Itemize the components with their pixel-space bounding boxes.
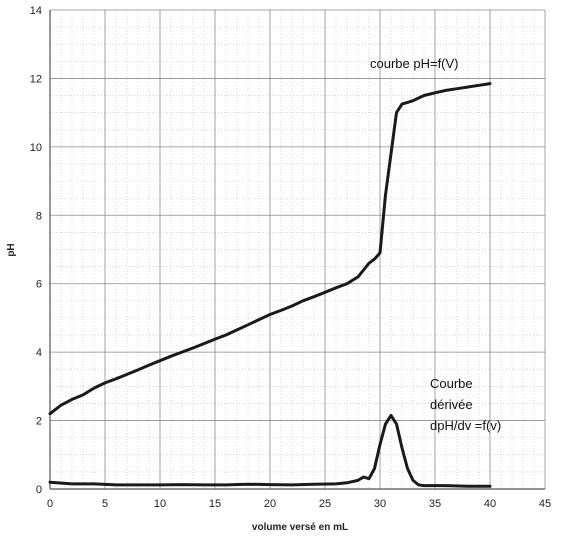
ph-curve-line [48, 82, 492, 416]
y-tick-label: 8 [36, 210, 42, 222]
y-tick-label: 6 [36, 279, 42, 291]
x-tick-label: 30 [374, 498, 386, 510]
plot-axes [49, 10, 545, 490]
derivative-curve-line [48, 413, 492, 488]
x-tick-label: 35 [429, 498, 441, 510]
x-tick-label: 40 [484, 498, 496, 510]
x-tick-label: 15 [209, 498, 221, 510]
annotation-derivative-line-1: Courbe [430, 376, 473, 391]
y-tick-label: 12 [30, 73, 42, 85]
annotation-derivative-line-2: dérivée [430, 397, 473, 412]
x-tick-label: 10 [154, 498, 166, 510]
annotation-ph-curve: courbe pH=f(V) [370, 56, 459, 71]
tick-labels: 0 5 10 15 20 25 30 35 40 45 0 2 4 6 8 10 12 14 [30, 5, 551, 510]
y-axis-label: pH [6, 243, 17, 256]
y-tick-label: 2 [36, 416, 42, 428]
x-axis-label: volume versé en mL [252, 522, 348, 533]
x-tick-label: 20 [264, 498, 276, 510]
y-tick-label: 4 [36, 347, 42, 359]
annotation-ph-curve-line: courbe pH=f(V) [370, 56, 459, 71]
y-tick-label: 10 [30, 142, 42, 154]
x-tick-label: 0 [47, 498, 53, 510]
y-tick-label: 14 [30, 5, 42, 17]
x-tick-label: 5 [102, 498, 108, 510]
annotation-derivative-line-3: dpH/dv =f(v) [430, 418, 501, 433]
series-lines [48, 82, 492, 488]
x-tick-label: 25 [319, 498, 331, 510]
y-tick-label: 0 [36, 484, 42, 496]
annotation-derivative-curve: Courbe dérivée dpH/dv =f(v) [430, 376, 501, 433]
x-tick-label: 45 [539, 498, 551, 510]
